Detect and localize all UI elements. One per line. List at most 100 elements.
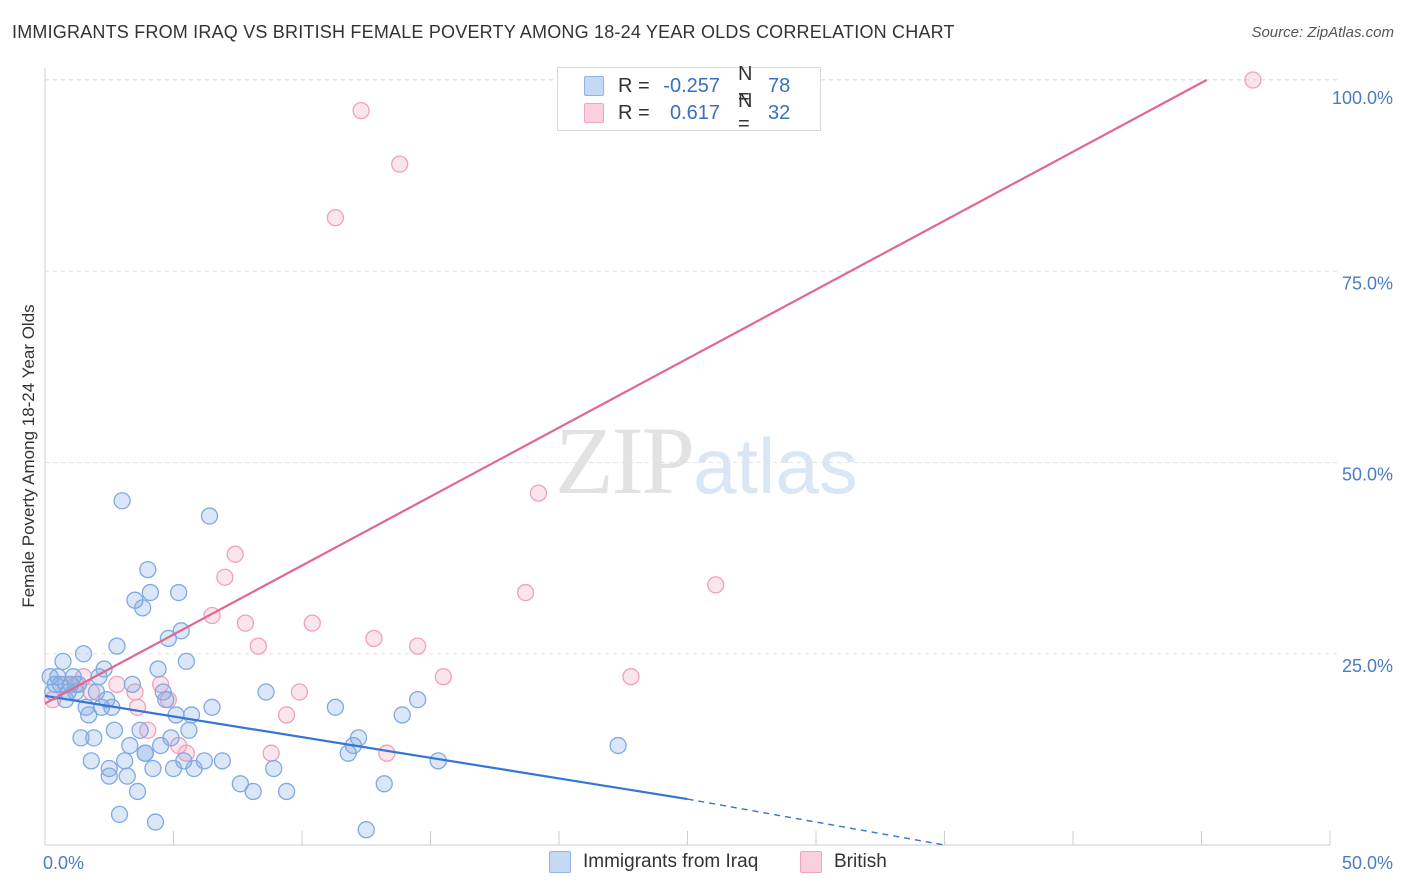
british-point bbox=[516, 583, 535, 602]
british-point bbox=[434, 668, 453, 686]
y-tick-label: 75.0% bbox=[1342, 273, 1393, 293]
british-point bbox=[226, 545, 244, 563]
iraq-point bbox=[134, 599, 152, 617]
legend-n-value: 32 bbox=[768, 101, 791, 124]
british-point bbox=[236, 614, 255, 632]
legend-swatch-british bbox=[584, 103, 604, 123]
iraq-point bbox=[100, 759, 118, 778]
british-point bbox=[303, 614, 321, 632]
british-point bbox=[128, 698, 147, 716]
british-trendline bbox=[44, 79, 1208, 705]
watermark-zip: ZIP bbox=[555, 407, 695, 514]
british-point bbox=[216, 568, 234, 586]
legend-n-label: N = bbox=[738, 90, 753, 135]
legend-n-value: 78 bbox=[768, 74, 791, 97]
iraq-point bbox=[357, 821, 375, 839]
iraq-point bbox=[169, 583, 188, 602]
legend-swatch-iraq bbox=[549, 851, 571, 873]
iraq-point bbox=[408, 691, 427, 709]
iraq-point bbox=[200, 507, 219, 525]
iraq-point bbox=[265, 759, 283, 778]
legend-label-iraq: Immigrants from Iraq bbox=[583, 851, 759, 872]
y-tick-label: 25.0% bbox=[1342, 656, 1393, 676]
iraq-point bbox=[213, 752, 231, 770]
british-point bbox=[249, 637, 267, 655]
iraq-point bbox=[108, 637, 126, 655]
british-point bbox=[1244, 71, 1262, 89]
iraq-point bbox=[80, 706, 98, 724]
iraq-point bbox=[157, 691, 175, 709]
legend-n-label: N = bbox=[738, 63, 753, 108]
british-point bbox=[378, 744, 396, 762]
iraq-point bbox=[141, 583, 160, 602]
legend-row-british: R = 0.617 N = 32 bbox=[584, 90, 791, 135]
iraq-point bbox=[136, 744, 154, 762]
legend-row-iraq: R = -0.257 N = 78 bbox=[584, 63, 791, 108]
british-point bbox=[408, 637, 427, 655]
iraq-point bbox=[277, 782, 296, 801]
iraq-point bbox=[116, 752, 134, 770]
british-point bbox=[326, 209, 345, 227]
watermark-atlas: atlas bbox=[693, 422, 858, 510]
x-tick-label: 0.0% bbox=[43, 853, 84, 873]
iraq-trendline bbox=[44, 694, 688, 801]
legend-item-iraq[interactable]: Immigrants from Iraq bbox=[549, 851, 758, 873]
british-point bbox=[352, 101, 370, 120]
british-point bbox=[108, 675, 126, 693]
iraq-point bbox=[105, 721, 124, 739]
legend-r-value: -0.257 bbox=[663, 74, 720, 97]
iraq-point bbox=[162, 729, 180, 747]
legend-swatch-iraq bbox=[584, 76, 604, 96]
iraq-point bbox=[74, 645, 93, 663]
iraq-point bbox=[146, 813, 165, 831]
british-point bbox=[529, 484, 548, 502]
iraq-point bbox=[139, 560, 157, 579]
iraq-point bbox=[72, 729, 90, 747]
legend-item-british[interactable]: British bbox=[800, 851, 887, 873]
legend-r-value: 0.617 bbox=[669, 101, 720, 124]
iraq-point bbox=[349, 729, 368, 747]
iraq-point bbox=[123, 675, 142, 693]
british-point bbox=[365, 629, 383, 648]
british-point bbox=[622, 668, 640, 686]
iraq-point bbox=[131, 721, 149, 739]
iraq-point bbox=[82, 752, 100, 770]
iraq-point bbox=[121, 736, 139, 755]
legend-r-label: R = bbox=[618, 74, 650, 97]
iraq-point bbox=[54, 652, 72, 671]
legend-swatch-british bbox=[800, 851, 822, 873]
iraq-point bbox=[180, 721, 198, 739]
iraq-point bbox=[257, 683, 275, 701]
y-tick-label: 100.0% bbox=[1332, 88, 1393, 108]
iraq-point bbox=[393, 706, 411, 724]
chart-title: IMMIGRANTS FROM IRAQ VS BRITISH FEMALE P… bbox=[12, 22, 955, 42]
watermark: ZIPatlas bbox=[555, 405, 858, 516]
iraq-point bbox=[85, 729, 103, 747]
british-point bbox=[277, 706, 296, 724]
iraq-point bbox=[113, 492, 131, 510]
iraq-point bbox=[231, 775, 249, 793]
british-point bbox=[262, 744, 280, 762]
iraq-point bbox=[609, 736, 627, 755]
iraq-point bbox=[144, 759, 162, 778]
series-legend: Immigrants from Iraq British bbox=[0, 851, 1406, 879]
british-point bbox=[707, 576, 725, 594]
iraq-point bbox=[326, 698, 345, 716]
british-point bbox=[290, 683, 309, 701]
legend-label-british: British bbox=[834, 851, 887, 872]
iraq-point bbox=[177, 652, 196, 671]
iraq-point bbox=[203, 698, 221, 716]
stats-legend: R = -0.257 N = 78 R = 0.617 N = 32 bbox=[557, 63, 821, 135]
iraq-point bbox=[110, 805, 129, 824]
y-tick-label: 50.0% bbox=[1342, 465, 1393, 485]
iraq-point bbox=[195, 752, 213, 770]
iraq-point bbox=[118, 767, 136, 785]
x-tick-label: 50.0% bbox=[1342, 853, 1393, 873]
iraq-point bbox=[149, 660, 167, 678]
british-point bbox=[391, 155, 409, 173]
source-label: Source: ZipAtlas.com bbox=[1251, 24, 1394, 41]
legend-r-label: R = bbox=[618, 101, 650, 124]
iraq-point bbox=[128, 782, 147, 801]
iraq-point bbox=[375, 775, 393, 793]
